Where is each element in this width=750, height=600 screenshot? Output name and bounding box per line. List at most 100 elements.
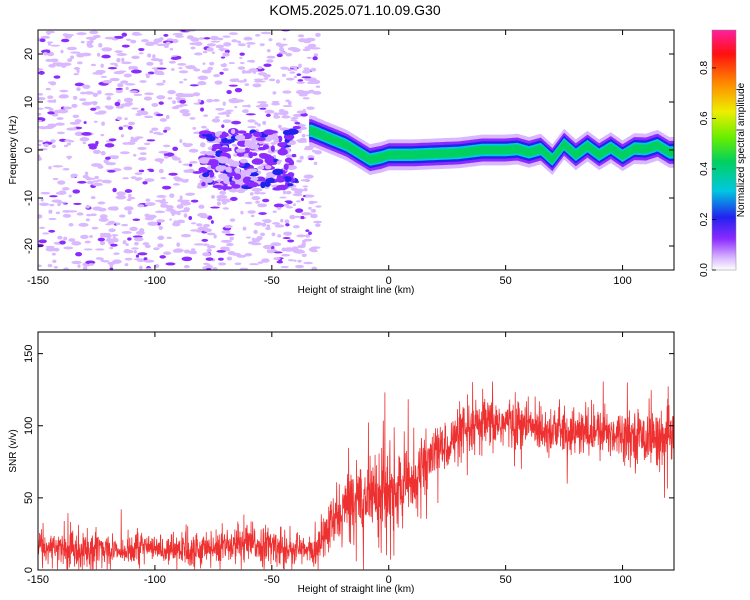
noise-blob: [38, 112, 42, 116]
noise-blob: [188, 163, 193, 167]
noise-blob: [88, 263, 95, 266]
noise-blob: [133, 237, 144, 242]
cluster-blob: [239, 158, 248, 164]
noise-blob: [158, 101, 164, 105]
noise-blob: [135, 254, 140, 258]
noise-blob: [313, 53, 319, 57]
noise-blob: [206, 248, 212, 253]
noise-blob: [85, 218, 90, 222]
noise-blob: [89, 39, 94, 44]
noise-blob: [68, 140, 75, 143]
noise-blob: [239, 56, 243, 59]
noise-blob: [131, 247, 139, 250]
noise-blob: [85, 260, 96, 265]
cluster-blob: [262, 144, 270, 150]
noise-blob: [82, 141, 87, 145]
noise-blob: [268, 38, 273, 42]
noise-blob: [221, 230, 231, 234]
noise-blob: [121, 44, 130, 48]
noise-blob: [57, 109, 69, 114]
noise-blob: [40, 191, 51, 195]
noise-blob: [131, 33, 143, 36]
noise-blob: [211, 51, 216, 54]
cluster-blob: [224, 139, 235, 144]
noise-blob: [126, 198, 132, 202]
noise-blob: [82, 174, 89, 179]
noise-blob: [153, 38, 163, 43]
noise-blob: [83, 121, 87, 124]
noise-blob: [309, 200, 318, 204]
noise-blob: [315, 85, 321, 88]
noise-blob: [301, 253, 307, 258]
noise-blob: [202, 243, 210, 246]
noise-blob: [276, 53, 283, 58]
noise-blob: [58, 95, 65, 99]
noise-blob: [77, 180, 87, 184]
noise-blob: [291, 48, 301, 53]
noise-blob: [210, 206, 220, 209]
noise-blob: [72, 189, 81, 194]
noise-blob: [299, 155, 304, 160]
noise-blob: [259, 232, 266, 237]
noise-blob: [304, 194, 315, 198]
noise-blob: [299, 137, 307, 141]
noise-blob: [139, 152, 147, 156]
noise-blob: [97, 237, 106, 242]
noise-blob: [55, 211, 61, 215]
noise-blob: [285, 190, 292, 195]
noise-blob: [281, 253, 291, 257]
noise-blob: [100, 133, 105, 137]
noise-blob: [202, 50, 208, 54]
noise-blob: [104, 143, 115, 148]
cluster-blob: [248, 176, 259, 181]
figure-title: KOM5.2025.071.10.09.G30: [269, 2, 440, 18]
snr-y-label: SNR (v/v): [8, 429, 19, 472]
noise-blob: [105, 156, 111, 160]
noise-blob: [294, 190, 303, 195]
noise-blob: [102, 79, 113, 84]
spectrogram-y-label: Frequency (Hz): [8, 116, 19, 185]
noise-blob: [226, 242, 234, 247]
noise-blob: [144, 213, 151, 218]
noise-blob: [222, 52, 230, 57]
noise-blob: [98, 43, 103, 48]
noise-blob: [89, 235, 93, 239]
noise-blob: [124, 257, 133, 261]
noise-blob: [125, 243, 129, 247]
noise-blob: [122, 124, 130, 128]
spectrogram-x-tick-label: -100: [144, 275, 166, 287]
noise-blob: [73, 95, 78, 100]
noise-blob: [250, 214, 255, 218]
noise-blob: [150, 57, 161, 62]
noise-blob: [154, 199, 165, 203]
noise-blob: [156, 210, 163, 213]
noise-blob: [122, 240, 127, 245]
noise-blob: [314, 150, 322, 155]
noise-blob: [304, 46, 313, 50]
noise-blob: [214, 80, 223, 85]
noise-blob: [272, 91, 277, 95]
noise-blob: [253, 229, 258, 234]
noise-blob: [271, 102, 281, 106]
noise-blob: [256, 101, 268, 104]
noise-blob: [206, 263, 211, 267]
noise-blob: [294, 264, 305, 269]
noise-blob: [170, 56, 180, 61]
noise-blob: [292, 193, 303, 197]
noise-blob: [255, 105, 263, 108]
noise-blob: [186, 65, 196, 68]
noise-blob: [210, 220, 214, 224]
noise-blob: [172, 250, 178, 253]
noise-blob: [222, 35, 231, 38]
noise-blob: [266, 48, 271, 53]
noise-blob: [109, 77, 120, 82]
snr-y-tick-label: 150: [23, 344, 35, 362]
noise-blob: [38, 264, 42, 268]
noise-blob: [74, 131, 84, 136]
noise-blob: [126, 141, 136, 145]
noise-blob: [178, 81, 184, 84]
spectrogram-y-tick-label: -20: [23, 238, 35, 254]
noise-blob: [144, 244, 151, 249]
noise-blob: [80, 40, 85, 44]
noise-blob: [301, 239, 307, 244]
